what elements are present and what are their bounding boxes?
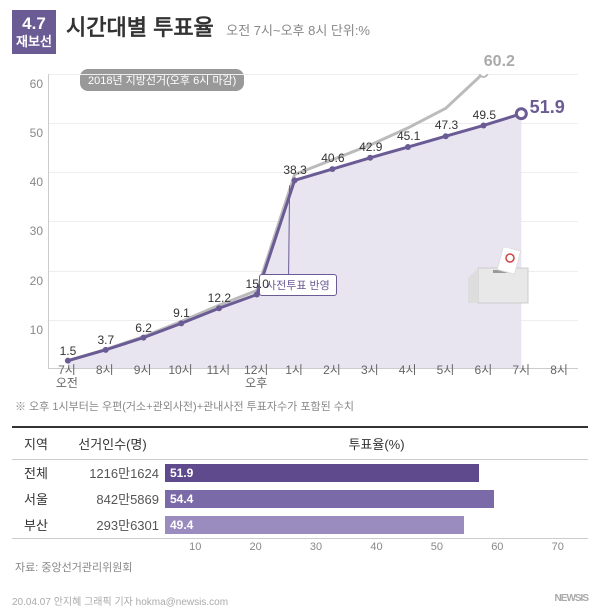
turnout-table: 지역 선거인수(명) 투표율(%) 전체 1216만1624 51.9 서울 8… <box>12 426 588 539</box>
table-row: 전체 1216만1624 51.9 <box>12 460 588 486</box>
value-label: 47.3 <box>435 118 458 132</box>
th-voters: 선거인수(명) <box>60 428 165 459</box>
x-tick: 11시 <box>199 364 237 394</box>
y-tick: 10 <box>30 323 43 337</box>
bar-axis-tick: 10 <box>165 541 225 553</box>
td-region: 부산 <box>12 515 60 534</box>
table-header: 지역 선거인수(명) 투표율(%) <box>12 428 588 460</box>
bar-label: 54.4 <box>170 492 193 506</box>
compare-final-label: 60.2 <box>484 53 515 71</box>
bar-axis-tick: 70 <box>528 541 588 553</box>
date-number: 4.7 <box>12 14 56 34</box>
title-area: 시간대별 투표율 오전 7시~오후 8시 단위:% <box>66 10 588 42</box>
footnote: ※ 오후 1시부터는 우편(거소+관외사전)+관내사전 투표자수가 포함된 수치 <box>0 394 600 418</box>
bar-axis-tick: 40 <box>346 541 406 553</box>
header: 4.7 재보선 시간대별 투표율 오전 7시~오후 8시 단위:% <box>0 0 600 59</box>
date-badge: 4.7 재보선 <box>12 10 56 54</box>
value-label: 42.9 <box>359 140 382 154</box>
chart-svg <box>49 74 578 368</box>
value-label: 38.3 <box>283 163 306 177</box>
td-region: 서울 <box>12 489 60 508</box>
footer: 20.04.07 안지혜 그래픽 기자 hokma@newsis.com NEW… <box>0 593 600 608</box>
x-tick: 8시 <box>86 364 124 394</box>
x-tick: 7시오전 <box>48 364 86 394</box>
value-label: 6.2 <box>135 321 152 335</box>
table-row: 부산 293만6301 49.4 <box>12 512 588 538</box>
td-bar: 54.4 <box>165 489 588 509</box>
x-tick: 8시 <box>540 364 578 394</box>
subtitle: 오전 7시~오후 8시 단위:% <box>226 23 370 38</box>
page-title: 시간대별 투표율 <box>66 15 214 40</box>
value-label: 15.0 <box>246 277 269 291</box>
bar-axis: 10203040506070 <box>165 539 600 557</box>
x-axis: 7시오전8시9시10시11시12시오후1시2시3시4시5시6시7시8시 <box>48 364 578 394</box>
value-label: 49.5 <box>473 108 496 122</box>
y-tick: 30 <box>30 224 43 238</box>
value-label: 12.2 <box>208 291 231 305</box>
x-tick: 6시 <box>464 364 502 394</box>
x-tick: 4시 <box>389 364 427 394</box>
table-row: 서울 842만5869 54.4 <box>12 486 588 512</box>
bar-axis-tick: 20 <box>225 541 285 553</box>
plot-area: 사전투표 반영 1.5 3.7 6.2 9.1 12.2 15.0 38.3 40.6 42.9… <box>48 74 578 369</box>
y-tick: 20 <box>30 274 43 288</box>
value-label: 51.9 <box>530 97 565 118</box>
td-bar: 51.9 <box>165 463 588 483</box>
td-bar: 49.4 <box>165 515 588 535</box>
bar-axis-tick: 50 <box>407 541 467 553</box>
x-tick: 2시 <box>313 364 351 394</box>
td-voters: 293만6301 <box>60 515 165 534</box>
value-label: 9.1 <box>173 306 190 320</box>
x-tick: 1시 <box>275 364 313 394</box>
line-chart: 2018년 지방선거(오후 6시 마감) 102030405060 사전투표 반… <box>10 64 590 394</box>
x-tick: 10시 <box>162 364 200 394</box>
x-tick: 7시 <box>502 364 540 394</box>
date-label: 재보선 <box>16 34 52 49</box>
x-tick: 9시 <box>124 364 162 394</box>
bar-axis-tick: 30 <box>286 541 346 553</box>
ballot-box-icon <box>468 248 538 308</box>
y-tick: 40 <box>30 175 43 189</box>
y-axis: 10 20 30 40 50 60 <box>10 74 45 364</box>
value-label: 3.7 <box>97 333 114 347</box>
th-region: 지역 <box>12 428 60 459</box>
bar-axis-tick: 60 <box>467 541 527 553</box>
td-voters: 1216만1624 <box>60 463 165 482</box>
x-tick: 3시 <box>351 364 389 394</box>
value-label: 45.1 <box>397 129 420 143</box>
td-region: 전체 <box>12 463 60 482</box>
x-tick: 5시 <box>427 364 465 394</box>
x-tick: 12시오후 <box>237 364 275 394</box>
table-body: 전체 1216만1624 51.9 서울 842만5869 54.4 부산 29… <box>12 460 588 538</box>
footer-logo: NEWSIS <box>555 593 588 608</box>
callout: 사전투표 반영 <box>259 274 337 296</box>
value-label: 40.6 <box>321 151 344 165</box>
value-label: 1.5 <box>60 344 77 358</box>
bar-label: 49.4 <box>170 518 193 532</box>
td-voters: 842만5869 <box>60 489 165 508</box>
bar-label: 51.9 <box>170 466 193 480</box>
footer-credit: 20.04.07 안지혜 그래픽 기자 hokma@newsis.com <box>12 593 228 608</box>
th-turnout: 투표율(%) <box>165 428 588 459</box>
y-tick: 50 <box>30 126 43 140</box>
y-tick: 60 <box>30 77 43 91</box>
source: 자료: 중앙선거관리위원회 <box>0 557 600 577</box>
